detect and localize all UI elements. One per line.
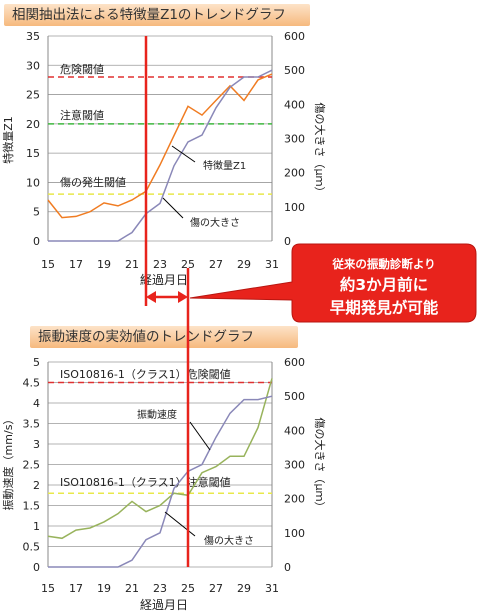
chart1-title: 相関抽出法による特徴量Z1のトレンドグラフ bbox=[12, 7, 286, 23]
x-tick-label: 31 bbox=[265, 582, 279, 595]
threshold-label: 危険閾値 bbox=[60, 63, 104, 76]
y-tick-label: 5 bbox=[33, 206, 40, 219]
chart1-title-box: 相関抽出法による特徴量Z1のトレンドグラフ bbox=[4, 4, 310, 26]
y-tick-label: 2.5 bbox=[23, 459, 41, 472]
y-tick-label: 15 bbox=[26, 147, 40, 160]
y-tick-label: 4.5 bbox=[23, 377, 41, 390]
x-tick-label: 23 bbox=[153, 582, 167, 595]
y-tick-label: 10 bbox=[26, 176, 40, 189]
annotation-label: 傷の大きさ bbox=[204, 534, 254, 547]
series-line bbox=[48, 395, 273, 568]
y-tick-label: 35 bbox=[26, 30, 40, 43]
y-tick-label: 3 bbox=[33, 438, 40, 451]
y-tick-label: 0 bbox=[33, 561, 40, 574]
y-right-tick-label: 500 bbox=[284, 390, 305, 403]
y-right-tick-label: 200 bbox=[284, 167, 305, 180]
span-arrow-right-head bbox=[178, 291, 188, 303]
y-right-axis-label: 傷の大きさ（μｍ） bbox=[313, 103, 327, 198]
series-line bbox=[47, 378, 273, 540]
y-right-tick-label: 0 bbox=[284, 561, 291, 574]
chart2-title: 振動速度の実効値のトレンドグラフ bbox=[38, 329, 254, 345]
x-tick-label: 23 bbox=[153, 258, 167, 271]
annotation-label: 傷の大きさ bbox=[190, 216, 240, 229]
y-tick-label: 20 bbox=[26, 118, 40, 131]
callout-line-3: 早期発見が可能 bbox=[330, 298, 439, 317]
annotation-leader bbox=[162, 197, 184, 219]
span-arrow-left-head bbox=[146, 291, 156, 303]
y-tick-label: 4 bbox=[33, 397, 40, 410]
y-axis-label: 特徴量Z1 bbox=[1, 116, 15, 164]
chart-2: 0 0.5 1 1.5 2 2.5 3 3.5 4 4.5 5 0 100 200 300 400 500 600… bbox=[1, 356, 327, 612]
series-line bbox=[47, 73, 273, 219]
x-tick-label: 31 bbox=[265, 258, 279, 271]
annotation-leader bbox=[171, 145, 196, 163]
y-right-tick-label: 600 bbox=[284, 30, 305, 43]
y-tick-label: 2 bbox=[33, 479, 40, 492]
y-tick-label: 0 bbox=[33, 235, 40, 248]
y-right-tick-label: 0 bbox=[284, 235, 291, 248]
x-axis-label: 経過月日 bbox=[140, 273, 188, 287]
chart2-title-box: 振動速度の実効値のトレンドグラフ bbox=[30, 326, 298, 348]
y-tick-label: 25 bbox=[26, 89, 40, 102]
x-tick-label: 21 bbox=[125, 258, 139, 271]
annotation-label: 特徴量Z1 bbox=[203, 159, 246, 172]
y-right-axis-label: 傷の大きさ（μｍ） bbox=[313, 418, 327, 513]
y-right-tick-label: 100 bbox=[284, 527, 305, 540]
y-right-tick-label: 400 bbox=[284, 424, 305, 437]
callout-bubble bbox=[189, 243, 477, 323]
y-tick-label: 3.5 bbox=[23, 418, 41, 431]
threshold-label: 注意閾値 bbox=[60, 108, 104, 122]
y-right-tick-label: 400 bbox=[284, 98, 305, 111]
y-right-tick-label: 100 bbox=[284, 201, 305, 214]
y-tick-label: 1 bbox=[33, 520, 40, 533]
x-tick-label: 29 bbox=[237, 258, 251, 271]
annotation-leader bbox=[164, 511, 196, 537]
x-tick-label: 25 bbox=[181, 258, 195, 271]
y-right-tick-label: 500 bbox=[284, 64, 305, 77]
annotation-leader bbox=[189, 421, 211, 451]
chart-1: 0 5 10 15 20 25 30 35 0 100 200 300 400 500 600 15 17 19 2… bbox=[1, 30, 327, 287]
y-right-tick-label: 300 bbox=[284, 459, 305, 472]
x-tick-label: 19 bbox=[97, 582, 111, 595]
x-tick-label: 19 bbox=[97, 258, 111, 271]
callout-line-2: 約3か月前に bbox=[340, 275, 428, 294]
series-line bbox=[48, 69, 273, 242]
x-tick-label: 15 bbox=[41, 258, 55, 271]
y-tick-label: 0.5 bbox=[23, 541, 41, 554]
y-tick-label: 30 bbox=[26, 59, 40, 72]
callout-line-1: 従来の振動診断より bbox=[331, 257, 435, 271]
threshold-label: ISO10816-1（クラス1）注意閾値 bbox=[60, 475, 231, 489]
y-right-tick-label: 600 bbox=[284, 356, 305, 369]
x-tick-label: 27 bbox=[209, 582, 223, 595]
y-right-tick-label: 300 bbox=[284, 133, 305, 146]
x-axis-label: 経過月日 bbox=[140, 598, 188, 612]
x-tick-label: 29 bbox=[237, 582, 251, 595]
annotation-label: 振動速度 bbox=[137, 408, 177, 421]
x-tick-label: 25 bbox=[181, 582, 195, 595]
x-tick-label: 17 bbox=[69, 582, 83, 595]
y-tick-label: 5 bbox=[33, 356, 40, 369]
x-tick-label: 27 bbox=[209, 258, 223, 271]
y-right-tick-label: 200 bbox=[284, 493, 305, 506]
y-tick-label: 1.5 bbox=[23, 500, 41, 513]
x-tick-label: 17 bbox=[69, 258, 83, 271]
threshold-label: ISO10816-1（クラス1）危険閾値 bbox=[60, 368, 231, 381]
x-tick-label: 21 bbox=[125, 582, 139, 595]
threshold-label: 傷の発生閾値 bbox=[60, 175, 126, 189]
x-tick-label: 15 bbox=[41, 582, 55, 595]
y-axis-label: 振動速度（mm/s） bbox=[1, 414, 15, 511]
